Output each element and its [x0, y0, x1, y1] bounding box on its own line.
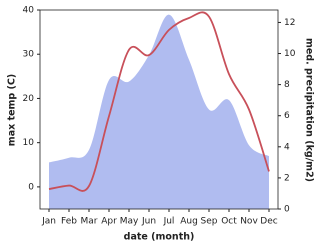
- precipitation-area: [49, 14, 269, 209]
- y-tick-label: 30: [23, 50, 35, 60]
- x-tick-label: Jul: [163, 217, 175, 227]
- x-axis-label: date (month): [124, 232, 195, 243]
- y2-tick-label: 10: [284, 49, 296, 59]
- x-tick-label: Jun: [141, 217, 156, 227]
- x-tick-label: Jan: [41, 217, 56, 227]
- y-tick-label: 10: [23, 138, 35, 148]
- x-tick-label: Sep: [201, 217, 218, 227]
- y-tick-label: 0: [28, 182, 34, 192]
- y-tick-label: 40: [23, 6, 35, 16]
- x-tick-label: May: [120, 217, 139, 227]
- y-tick-label: 20: [23, 94, 35, 104]
- y2-tick-label: 12: [284, 18, 295, 28]
- x-tick-label: Oct: [221, 217, 237, 227]
- x-tick-label: Feb: [61, 217, 77, 227]
- y2-tick-label: 0: [284, 205, 290, 215]
- x-tick-label: Mar: [81, 217, 98, 227]
- y2-tick-label: 8: [284, 80, 290, 90]
- y2-axis-label: med. precipitation (kg/m2): [304, 38, 315, 182]
- x-tick-label: Dec: [260, 217, 277, 227]
- y2-tick-label: 6: [284, 111, 290, 121]
- x-tick-label: Apr: [101, 217, 117, 227]
- y-axis-label: max temp (C): [7, 74, 18, 146]
- x-tick-label: Nov: [240, 217, 258, 227]
- plot-frame: [39, 9, 279, 210]
- y2-tick-label: 4: [284, 142, 290, 152]
- y2-tick-label: 2: [284, 173, 290, 183]
- x-tick-label: Aug: [180, 217, 198, 227]
- temperature-line: [48, 11, 270, 192]
